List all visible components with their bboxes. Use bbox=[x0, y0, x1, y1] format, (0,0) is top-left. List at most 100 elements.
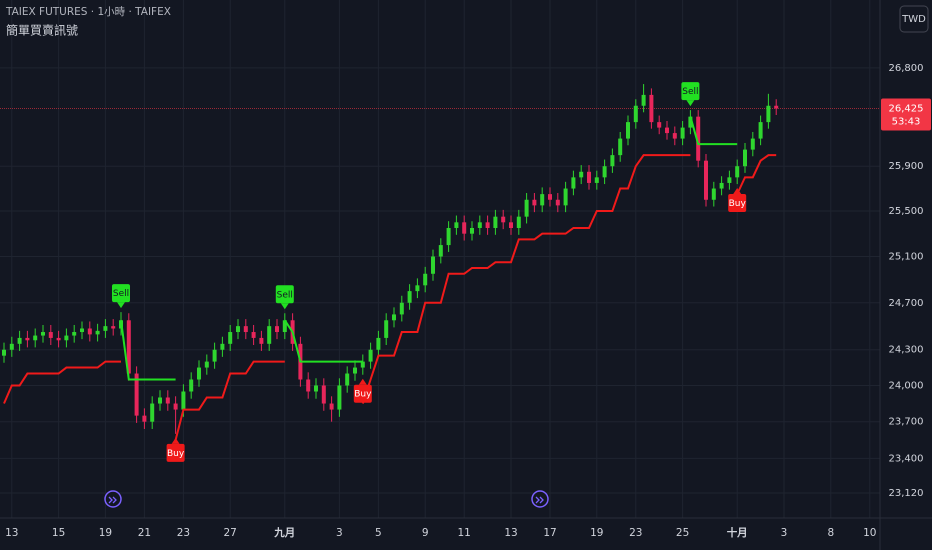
x-tick-label: 23 bbox=[177, 527, 190, 539]
signal-pointer bbox=[358, 378, 367, 385]
x-tick-label: 19 bbox=[590, 527, 603, 539]
x-tick-label: 25 bbox=[676, 527, 689, 539]
candle-body bbox=[626, 122, 630, 139]
signal-box bbox=[681, 82, 700, 101]
signal-box bbox=[728, 194, 747, 213]
candle-body bbox=[259, 337, 264, 344]
signal-box bbox=[275, 285, 294, 304]
candle-body bbox=[33, 335, 38, 341]
x-tick-label: 8 bbox=[827, 527, 834, 539]
x-tick-label: 5 bbox=[375, 527, 382, 539]
symbol: TAIEX FUTURES · 1小時 · TAIFEX bbox=[5, 6, 171, 18]
candle-body bbox=[470, 227, 474, 234]
y-tick-label: 24,000 bbox=[889, 380, 924, 391]
signal-pointer bbox=[686, 100, 695, 107]
candle-body bbox=[665, 127, 669, 134]
candle-body bbox=[399, 302, 404, 315]
candle-body bbox=[126, 320, 131, 374]
y-tick-label: 25,500 bbox=[889, 206, 924, 217]
candle-body bbox=[454, 222, 459, 228]
currency[interactable]: TWD bbox=[901, 14, 926, 25]
candle-body bbox=[438, 245, 443, 257]
signal-pointer bbox=[171, 437, 180, 444]
candle-body bbox=[633, 105, 638, 123]
signal-label: Buy bbox=[167, 449, 185, 459]
candle-body bbox=[774, 105, 779, 109]
candle-body bbox=[80, 328, 84, 333]
candle-body bbox=[165, 397, 170, 404]
candle-body bbox=[220, 343, 225, 350]
event-icon[interactable] bbox=[531, 490, 549, 508]
x-tick-label: 15 bbox=[52, 527, 65, 539]
candle-body bbox=[392, 314, 396, 321]
candle-body bbox=[41, 332, 45, 336]
x-tick-label: 21 bbox=[138, 527, 151, 539]
last-price-box bbox=[881, 98, 931, 131]
candle-body bbox=[48, 332, 53, 338]
candle-body bbox=[251, 332, 256, 338]
candle-body bbox=[415, 285, 420, 292]
candle-body bbox=[766, 105, 771, 123]
candle-body bbox=[204, 361, 209, 368]
x-tick-label: 17 bbox=[543, 527, 556, 539]
candle-body bbox=[727, 177, 732, 183]
candle-body bbox=[56, 337, 61, 341]
x-tick-label: 13 bbox=[504, 527, 517, 539]
candle-body bbox=[423, 273, 428, 286]
candle-body bbox=[719, 182, 724, 189]
candle-body bbox=[134, 373, 139, 416]
signal-label: Buy bbox=[729, 199, 747, 209]
candle-body bbox=[649, 94, 654, 123]
candle-body bbox=[345, 373, 350, 386]
candle-body bbox=[329, 403, 334, 410]
candle-body bbox=[9, 343, 14, 350]
y-tick-label: 26,800 bbox=[889, 63, 924, 74]
candle-body bbox=[594, 177, 599, 183]
stop-line bbox=[120, 116, 738, 381]
candle-body bbox=[353, 367, 357, 374]
candle-body bbox=[314, 385, 318, 392]
candle-body bbox=[17, 337, 22, 344]
signal-box bbox=[353, 384, 372, 403]
x-tick-label: 3 bbox=[336, 527, 343, 539]
candle-body bbox=[524, 199, 529, 217]
x-tick-label: 十月 bbox=[727, 526, 748, 539]
candle-body bbox=[360, 361, 365, 368]
candle-body bbox=[407, 291, 412, 303]
candle-body bbox=[306, 379, 311, 392]
candle-body bbox=[72, 332, 77, 336]
candle-body bbox=[431, 256, 435, 274]
candle-body bbox=[267, 326, 272, 344]
candle-body bbox=[540, 194, 545, 206]
candle-body bbox=[189, 379, 194, 392]
candle-body bbox=[376, 337, 381, 350]
candle-body bbox=[696, 116, 701, 161]
candle-body bbox=[735, 166, 740, 178]
candle-body bbox=[711, 188, 716, 200]
candle-body bbox=[87, 328, 92, 335]
event-icon[interactable] bbox=[104, 490, 122, 508]
candle-body bbox=[181, 391, 186, 410]
signal-box bbox=[166, 443, 185, 462]
candle-body bbox=[509, 222, 513, 228]
candle-body bbox=[103, 326, 108, 331]
x-tick-label: 10 bbox=[863, 527, 876, 539]
candle-body bbox=[680, 127, 685, 139]
signal-pointer bbox=[733, 188, 742, 195]
currency-button[interactable] bbox=[899, 5, 929, 33]
candle-body bbox=[672, 133, 677, 139]
y-tick-label: 23,120 bbox=[889, 488, 924, 499]
candle-body bbox=[228, 332, 233, 344]
candle-body bbox=[384, 320, 389, 338]
candle-body bbox=[657, 122, 662, 128]
candle-body bbox=[618, 138, 623, 156]
candle-body bbox=[337, 385, 342, 410]
candle-body bbox=[158, 397, 162, 404]
candle-body bbox=[555, 199, 560, 206]
candle-body bbox=[743, 149, 747, 167]
candle-body bbox=[142, 415, 147, 422]
candle-body bbox=[95, 330, 100, 335]
candle-body bbox=[212, 349, 217, 362]
countdown: 53:43 bbox=[892, 116, 921, 127]
